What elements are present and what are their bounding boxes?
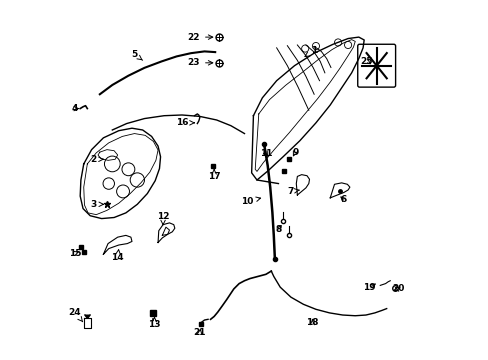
Text: 3: 3: [90, 200, 103, 209]
Text: 25: 25: [360, 57, 372, 66]
Text: 10: 10: [241, 197, 260, 206]
Text: 13: 13: [148, 317, 161, 329]
Text: 14: 14: [111, 250, 124, 262]
Text: 23: 23: [187, 58, 212, 67]
Text: 15: 15: [68, 249, 81, 258]
Text: 7: 7: [286, 187, 299, 196]
Text: 17: 17: [207, 169, 220, 181]
Text: 2: 2: [90, 155, 103, 164]
Text: 21: 21: [193, 328, 205, 337]
Text: 11: 11: [259, 149, 272, 158]
Text: 22: 22: [187, 33, 212, 42]
Text: 9: 9: [291, 148, 298, 157]
Text: 24: 24: [68, 308, 82, 322]
Text: 4: 4: [71, 104, 78, 113]
Text: 16: 16: [175, 118, 194, 127]
Text: 5: 5: [131, 50, 142, 60]
Text: 6: 6: [340, 195, 346, 204]
Text: 20: 20: [392, 284, 404, 293]
Text: 12: 12: [157, 212, 169, 225]
Text: 19: 19: [363, 283, 375, 292]
Text: 8: 8: [275, 225, 282, 234]
Text: 1: 1: [305, 46, 317, 57]
Text: 18: 18: [305, 318, 318, 327]
